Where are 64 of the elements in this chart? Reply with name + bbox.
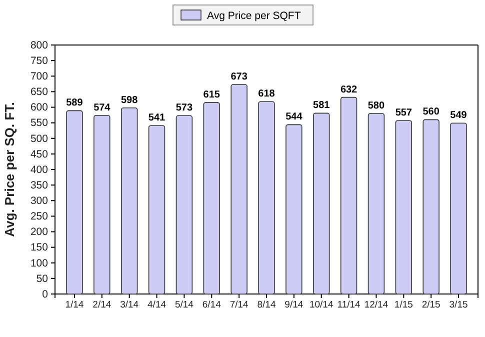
data-label: 541 [148, 112, 166, 124]
data-label: 560 [422, 106, 440, 118]
y-tick-label: 0 [42, 288, 48, 300]
y-tick-label: 200 [30, 226, 48, 238]
data-label: 557 [395, 108, 412, 119]
y-tick-label: 450 [30, 148, 48, 160]
y-axis-title: Avg. Price per SQ. FT. [2, 102, 17, 237]
data-label: 549 [450, 110, 468, 122]
bar [450, 122, 467, 294]
x-tick-label: 3/15 [449, 300, 468, 311]
x-tick-label: 10/14 [309, 300, 334, 311]
bar [313, 112, 330, 294]
y-tick-label: 150 [30, 242, 48, 254]
y-tick-label: 500 [30, 132, 48, 145]
y-tick-label: 700 [30, 70, 48, 82]
x-tick-label: 1/15 [394, 300, 413, 311]
y-tick-label: 600 [30, 102, 48, 114]
x-tick-label: 2/14 [92, 300, 112, 311]
x-tick-label: 5/14 [174, 300, 194, 311]
data-label: 615 [203, 90, 220, 101]
data-label: 632 [340, 84, 358, 96]
y-tick-label: 750 [30, 54, 48, 67]
bar [258, 101, 275, 294]
y-tick-label: 800 [30, 39, 48, 52]
data-label: 580 [368, 100, 386, 112]
bar [148, 125, 166, 294]
y-tick-label: 400 [30, 164, 48, 176]
x-tick-label: 4/14 [148, 300, 166, 311]
data-label: 598 [120, 94, 138, 106]
x-tick-label: 6/14 [202, 300, 221, 311]
x-tick-label: 11/14 [337, 300, 360, 311]
y-tick-label: 250 [30, 210, 48, 223]
y-tick-label: 100 [30, 257, 48, 270]
bar [230, 84, 248, 294]
bar [395, 120, 412, 294]
x-tick-label: 3/14 [120, 300, 139, 311]
x-tick-label: 12/14 [364, 300, 388, 311]
y-tick-label: 50 [36, 272, 48, 285]
data-label: 573 [176, 102, 193, 114]
bar [94, 114, 110, 294]
bar [203, 102, 220, 294]
data-label: 589 [66, 98, 84, 109]
y-tick-label: 350 [30, 179, 48, 192]
bar [368, 113, 385, 294]
y-tick-label: 550 [30, 117, 48, 130]
data-label: 544 [286, 112, 303, 123]
x-tick-label: 7/14 [230, 300, 248, 311]
bar [120, 107, 138, 294]
y-tick-label: 300 [30, 194, 48, 207]
x-tick-label: 1/14 [65, 300, 84, 311]
bar [422, 119, 440, 294]
y-tick-label: 650 [30, 86, 48, 98]
x-tick-label: 2/15 [422, 300, 440, 311]
data-label: 673 [230, 72, 248, 83]
bar [340, 96, 358, 294]
x-tick-label: 9/14 [284, 300, 304, 311]
bar [176, 115, 193, 294]
bar [66, 110, 83, 294]
data-label: 618 [258, 88, 276, 100]
data-label: 581 [313, 100, 330, 112]
legend-label: Avg Price per SQFT [207, 10, 302, 22]
data-label: 574 [94, 102, 111, 114]
x-tick-label: 8/14 [257, 300, 276, 311]
bar [286, 124, 302, 294]
